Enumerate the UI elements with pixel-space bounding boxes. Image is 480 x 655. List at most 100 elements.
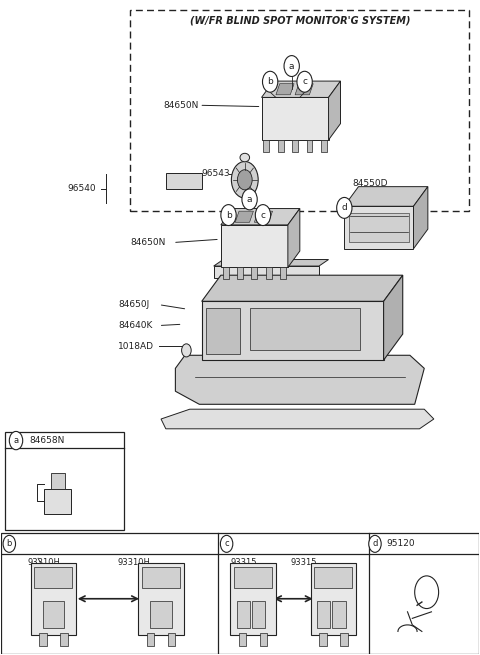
Text: 93310H: 93310H [27,557,60,567]
Polygon shape [280,267,286,279]
Polygon shape [321,140,326,152]
Text: 84550D: 84550D [352,179,388,188]
Polygon shape [202,301,384,360]
Bar [314,567,352,588]
Bar [138,563,184,635]
Text: 84650J: 84650J [118,300,149,309]
Circle shape [255,204,271,225]
Polygon shape [278,140,284,152]
Bar [142,567,180,588]
Circle shape [9,432,23,450]
Text: 93310H: 93310H [118,557,151,567]
Bar [0,533,480,654]
Polygon shape [214,259,328,266]
Polygon shape [223,267,228,279]
Polygon shape [161,409,434,429]
Text: d: d [341,204,347,212]
Circle shape [3,535,15,552]
Circle shape [181,344,191,357]
Circle shape [242,189,257,210]
Polygon shape [328,81,340,140]
Text: 1018AD: 1018AD [118,342,154,351]
Text: a: a [289,62,294,71]
Circle shape [263,71,278,92]
Circle shape [369,535,381,552]
Bar [311,563,356,635]
Circle shape [231,162,258,198]
Polygon shape [276,84,294,95]
Ellipse shape [240,153,250,162]
Polygon shape [384,275,403,360]
Polygon shape [235,211,253,222]
Text: 95120: 95120 [386,539,415,548]
Circle shape [238,170,252,190]
Bar [234,567,272,588]
Text: c: c [224,539,229,548]
Polygon shape [175,355,424,404]
Text: 84658N: 84658N [29,436,65,445]
Bar [147,633,155,646]
Text: b: b [7,539,12,548]
Bar [151,601,171,628]
Polygon shape [221,225,288,267]
Bar [168,633,175,646]
Bar [319,633,326,646]
Bar [39,633,47,646]
Polygon shape [344,206,413,249]
Text: 96540: 96540 [68,185,96,193]
Polygon shape [292,140,298,152]
Text: 84650N: 84650N [163,101,199,110]
Bar [260,633,267,646]
Text: c: c [261,210,265,219]
Text: 84650N: 84650N [130,238,165,247]
Polygon shape [295,84,313,95]
Polygon shape [262,81,340,98]
Text: d: d [372,539,378,548]
Polygon shape [214,266,319,278]
Polygon shape [344,187,428,206]
Circle shape [297,71,312,92]
Text: c: c [302,77,307,86]
Bar [252,601,265,628]
Bar [166,173,202,189]
Text: 84640K: 84640K [118,321,152,330]
Bar [60,633,68,646]
Circle shape [284,56,300,77]
Polygon shape [250,308,360,350]
Text: (W/FR BLIND SPOT MONITOR'G SYSTEM): (W/FR BLIND SPOT MONITOR'G SYSTEM) [190,16,410,26]
Bar [31,563,76,635]
Polygon shape [288,208,300,267]
Text: 96543: 96543 [202,170,230,178]
Text: a: a [247,195,252,204]
Polygon shape [266,267,272,279]
Bar [239,633,246,646]
Bar [43,601,64,628]
Bar [35,567,72,588]
Text: b: b [226,210,231,219]
Circle shape [336,197,352,218]
Bar [230,563,276,635]
Polygon shape [349,213,408,242]
Bar [332,601,346,628]
Text: 93315: 93315 [230,557,257,567]
Polygon shape [413,187,428,249]
Bar [5,432,124,530]
Polygon shape [264,140,269,152]
Circle shape [221,204,236,225]
Bar [317,601,330,628]
Polygon shape [254,211,273,222]
Bar [51,473,65,489]
Polygon shape [262,98,328,140]
Text: 93315: 93315 [290,557,317,567]
Polygon shape [206,308,240,354]
Circle shape [220,535,233,552]
Polygon shape [252,267,257,279]
Polygon shape [202,275,403,301]
Text: a: a [13,436,19,445]
Text: b: b [267,77,273,86]
Bar [237,601,250,628]
Polygon shape [307,140,312,152]
Polygon shape [221,208,300,225]
Bar [44,489,71,514]
Polygon shape [237,267,243,279]
